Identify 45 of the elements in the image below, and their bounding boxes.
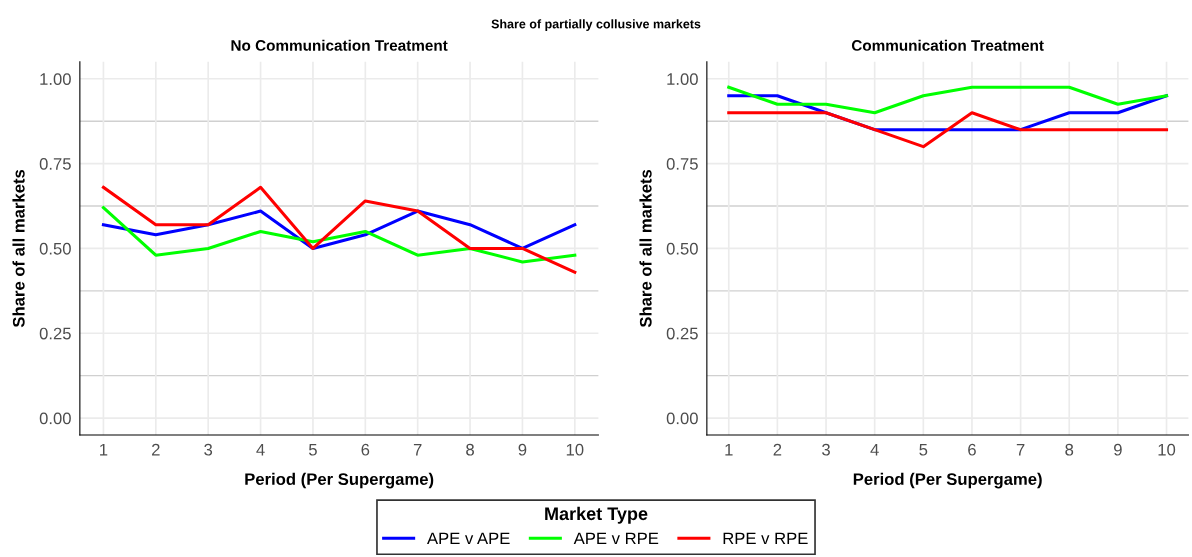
y-tick-label: 0.00 (666, 412, 698, 425)
x-tick-label: 1 (725, 443, 733, 456)
y-tick-label: 1.00 (667, 73, 698, 85)
y-axis-title: Share of all markets (639, 169, 652, 328)
x-tick-label: 8 (1065, 443, 1074, 456)
x-tick-label: 10 (566, 443, 584, 456)
line-series (101, 209, 577, 250)
y-axis-title: Share of all markets (12, 169, 25, 328)
line-series (727, 85, 1169, 115)
x-tick-label: 5 (919, 443, 928, 456)
x-axis-title: Period (Per Supergame) (245, 472, 434, 489)
x-tick-label: 8 (466, 443, 474, 456)
x-tick-label: 3 (204, 443, 213, 456)
x-tick-label: 9 (1114, 443, 1122, 456)
x-tick-label: 4 (870, 443, 879, 456)
y-tick-label: 0.75 (39, 158, 71, 170)
x-axis-title: Period (Per Supergame) (853, 472, 1042, 489)
x-tick-label: 6 (361, 443, 370, 456)
y-tick-label: 1.00 (40, 73, 71, 85)
x-tick-label: 10 (1158, 443, 1176, 456)
y-tick-label: 0.25 (39, 327, 71, 340)
y-tick-label: 0.00 (39, 412, 71, 425)
x-tick-label: 4 (256, 443, 265, 456)
legend-label: RPE v RPE (723, 532, 808, 545)
x-tick-label: 7 (413, 443, 422, 456)
line-series (101, 185, 577, 274)
x-tick-label: 1 (100, 443, 108, 456)
x-tick-label: 2 (152, 443, 160, 456)
x-tick-label: 3 (822, 443, 830, 456)
x-tick-label: 7 (1016, 443, 1025, 456)
y-tick-label: 0.50 (39, 242, 71, 255)
y-tick-label: 0.50 (666, 242, 698, 255)
chart-title: Communication Treatment (851, 39, 1044, 51)
text: Share of partially collusive markets (491, 19, 701, 31)
x-tick-label: 6 (968, 443, 976, 456)
x-tick-label: 9 (518, 443, 527, 456)
legend-title: Market Type (545, 506, 648, 524)
x-tick-label: 2 (773, 443, 782, 456)
legend-label: APE v RPE (573, 532, 659, 545)
line-series (101, 206, 577, 264)
legend-label: APE v APE (427, 532, 510, 545)
x-tick-label: 5 (308, 443, 317, 456)
y-tick-label: 0.75 (666, 158, 698, 170)
chart-title: No Communication Treatment (231, 39, 448, 51)
y-tick-label: 0.25 (666, 327, 698, 340)
